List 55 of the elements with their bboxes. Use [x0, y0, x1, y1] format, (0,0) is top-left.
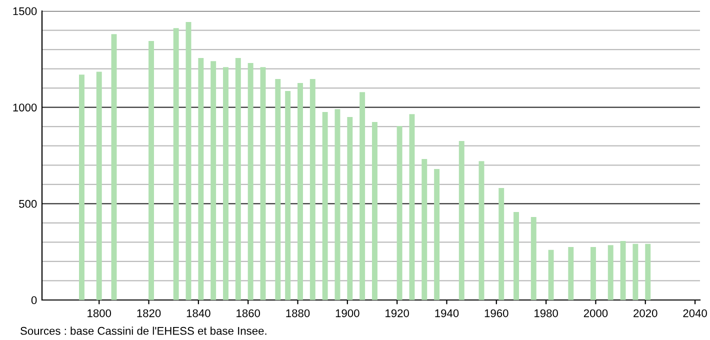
bar — [78, 74, 84, 300]
bar — [548, 250, 554, 300]
bar — [248, 63, 254, 300]
bar — [632, 244, 638, 300]
bar — [372, 122, 378, 300]
x-tick-label: 1980 — [534, 309, 558, 318]
bar — [347, 116, 353, 300]
bar — [645, 244, 651, 300]
x-tick-label: 1840 — [186, 309, 210, 318]
bar — [409, 114, 415, 300]
y-tick-label: 0 — [31, 296, 37, 304]
y-tick-label: 1000 — [13, 104, 37, 112]
bar — [478, 161, 484, 300]
bar — [530, 216, 536, 300]
y-tick-label: 500 — [19, 200, 37, 208]
bar — [310, 79, 316, 300]
x-tick-label: 1820 — [137, 309, 161, 318]
x-tick-label: 1860 — [236, 309, 260, 318]
bar — [334, 109, 340, 300]
bar — [210, 61, 216, 300]
bar — [458, 141, 464, 300]
x-tick-label: 1940 — [435, 309, 459, 318]
bar — [223, 67, 228, 300]
bar — [198, 58, 204, 300]
bar — [608, 245, 614, 300]
x-tick-label: 1880 — [286, 309, 310, 318]
x-tick-label: 1800 — [88, 309, 112, 318]
bar — [620, 241, 626, 300]
bar — [186, 22, 192, 300]
bar — [590, 247, 596, 300]
bar — [396, 126, 402, 300]
bar — [498, 188, 504, 300]
bar — [260, 67, 266, 300]
bar — [568, 247, 574, 300]
bar — [148, 41, 154, 300]
bar — [111, 34, 117, 300]
x-tick-label: 2000 — [584, 309, 608, 318]
source-note: Sources : base Cassini de l'EHESS et base Insee. — [20, 326, 266, 335]
bar — [235, 58, 241, 300]
bar — [173, 28, 179, 300]
bar — [360, 92, 366, 300]
bar — [96, 72, 102, 300]
bar — [434, 168, 440, 300]
bar — [275, 79, 281, 300]
bar — [514, 212, 519, 300]
x-tick-label: 1900 — [336, 309, 360, 318]
bar — [285, 90, 291, 300]
x-tick-label: 2020 — [634, 309, 658, 318]
bar — [298, 83, 303, 300]
bar — [422, 158, 428, 300]
y-tick-label: 1500 — [13, 7, 37, 16]
x-tick-label: 1960 — [484, 309, 508, 318]
bar — [322, 112, 328, 300]
x-tick-label: 1920 — [386, 309, 409, 318]
x-tick-label: 2040 — [683, 309, 707, 318]
